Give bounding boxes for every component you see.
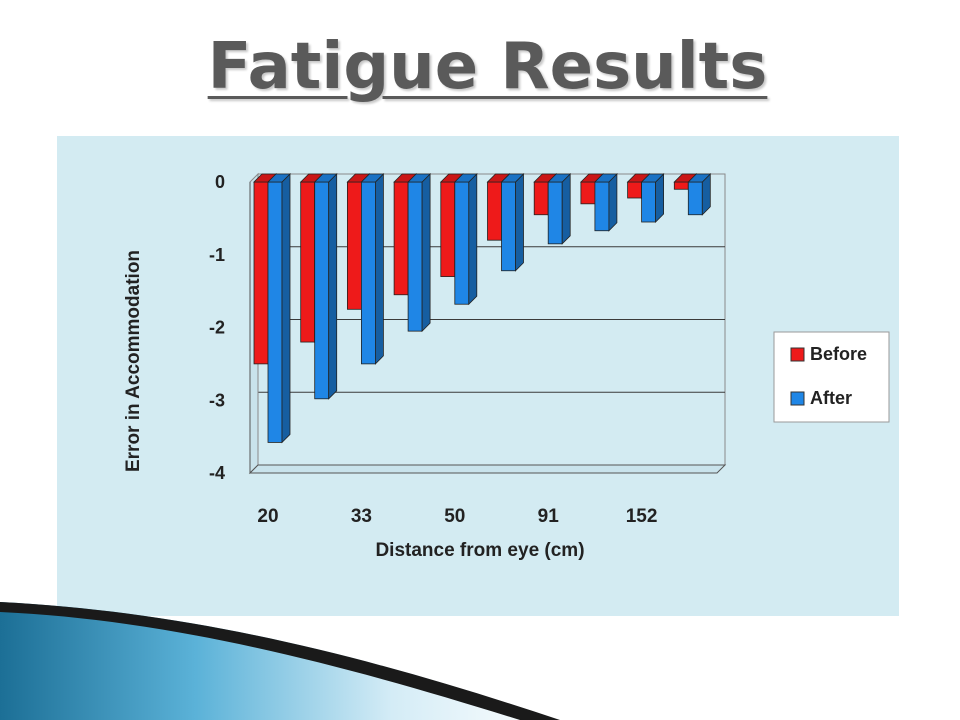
- legend-label-before: Before: [810, 344, 867, 364]
- chart-panel: 0 -1 -2 -3 -4 20 33 50 91 152 Distance from eye …: [57, 136, 899, 616]
- bar-after: [407, 173, 432, 333]
- y-tick-label: -2: [209, 318, 225, 338]
- y-tick-label: -4: [209, 463, 225, 483]
- bar-after: [640, 173, 665, 223]
- bar-after: [453, 173, 478, 306]
- x-tick-label: 91: [538, 506, 560, 527]
- x-tick-label: 20: [257, 506, 278, 527]
- bars: [253, 173, 712, 444]
- y-tick-label: -1: [209, 245, 225, 265]
- y-axis-title: Error in Accommodation: [123, 250, 144, 472]
- legend-box: [773, 331, 890, 423]
- legend-swatch-after: [790, 391, 805, 406]
- x-tick-label: 33: [351, 506, 372, 527]
- bar-after: [547, 173, 572, 245]
- x-tick-labels: 20 33 50 91 152: [257, 506, 657, 527]
- bar-after: [360, 173, 385, 365]
- y-tick-label: 0: [215, 172, 225, 192]
- plot-floor: [248, 464, 727, 474]
- decorative-swoosh: [0, 602, 560, 720]
- y-tick-labels: 0 -1 -2 -3 -4: [209, 172, 225, 483]
- legend-label-after: After: [810, 388, 852, 408]
- bar-after: [687, 173, 712, 216]
- legend: Before After: [773, 331, 890, 423]
- bar-chart: 0 -1 -2 -3 -4 20 33 50 91 152 Distance from eye …: [123, 172, 890, 561]
- x-tick-label: 50: [444, 506, 465, 527]
- bar-after: [267, 173, 291, 444]
- x-tick-label: 152: [626, 506, 658, 527]
- bar-after: [593, 173, 618, 232]
- bar-after: [313, 173, 338, 400]
- x-axis-title: Distance from eye (cm): [375, 540, 584, 561]
- y-tick-label: -3: [209, 390, 225, 410]
- legend-swatch-before: [790, 347, 805, 362]
- bar-after: [500, 173, 525, 272]
- slide-title: Fatigue Results: [207, 30, 768, 104]
